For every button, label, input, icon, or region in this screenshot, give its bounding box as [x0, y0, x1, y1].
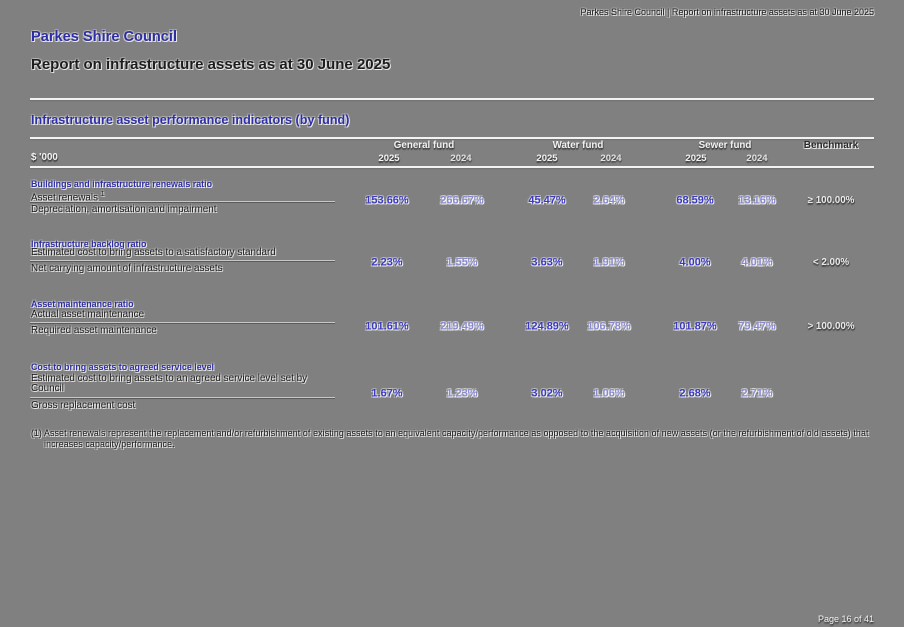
indicator-2-water-2024: 1.91% [593, 256, 625, 269]
indicator-2-numerator: Estimated cost to bring assets to a sati… [31, 247, 276, 258]
indicator-3-water-2025: 124.89% [525, 320, 569, 333]
indicator-1-water-2024: 2.64% [593, 194, 625, 207]
indicator-2-name: Infrastructure backlog ratio [31, 239, 147, 249]
indicator-1-benchmark: ≥ 100.00% [807, 195, 855, 207]
indicator-2-sewer-2025: 4.00% [679, 256, 711, 269]
indicator-3-fraction-line [30, 322, 335, 324]
running-header: Parkes Shire Council | Report on infrast… [580, 7, 875, 17]
indicator-1-sewer-2024: 13.16% [738, 194, 776, 207]
year-water-current: 2025 [536, 153, 558, 164]
year-sewer-prior: 2024 [746, 153, 768, 164]
council-title: Parkes Shire Council [31, 29, 177, 45]
fund-header-water: Water fund [552, 140, 604, 151]
indicator-2-fraction-line [30, 260, 335, 262]
indicator-4-numerator-line2: Council [31, 383, 64, 394]
footnote-marker: (1) [31, 428, 42, 438]
indicator-2-sewer-2024: 4.01% [741, 256, 773, 269]
indicator-1-numerator: Asset renewals 1 [31, 191, 105, 204]
indicator-3-denominator: Required asset maintenance [31, 325, 157, 336]
indicator-3-water-2024: 106.78% [587, 320, 631, 333]
indicator-4-sewer-2024: 2.71% [741, 387, 773, 400]
table-top-rule [30, 137, 874, 139]
indicator-4-denominator: Gross replacement cost [31, 400, 136, 411]
indicator-3-general-2024: 219.49% [440, 320, 484, 333]
section-title: Infrastructure asset performance indicat… [31, 113, 350, 127]
indicator-4-general-2024: 1.23% [446, 387, 478, 400]
indicator-4-numerator: Estimated cost to bring assets to an agr… [31, 373, 308, 384]
report-title: Report on infrastructure assets as at 30… [31, 56, 391, 73]
indicator-2-water-2025: 3.63% [531, 256, 563, 269]
footnote-ref-1: 1 [100, 191, 105, 198]
indicator-1-fraction-line [30, 201, 335, 203]
footnote-line-1: Asset renewals represent the replacement… [44, 428, 869, 438]
year-general-prior: 2024 [450, 153, 472, 164]
indicator-3-general-2025: 101.61% [365, 320, 409, 333]
indicator-4-general-2025: 1.67% [371, 387, 403, 400]
indicator-1-sewer-2025: 68.59% [676, 194, 714, 207]
indicator-1-name: Buildings and infrastructure renewals ra… [31, 179, 212, 189]
indicator-2-general-2024: 1.55% [446, 256, 478, 269]
indicator-3-benchmark: > 100.00% [807, 321, 855, 333]
indicator-1-general-2025: 153.66% [365, 194, 409, 207]
indicator-3-numerator: Actual asset maintenance [31, 309, 145, 320]
indicator-2-general-2025: 2.23% [371, 256, 403, 269]
page-number: Page 16 of 41 [817, 614, 874, 624]
indicator-1-denominator: Depreciation, amortisation and impairmen… [31, 204, 217, 215]
indicator-4-name: Cost to bring assets to agreed service l… [31, 362, 214, 372]
indicator-3-sewer-2024: 79.47% [738, 320, 776, 333]
indicator-1-water-2025: 45.47% [528, 194, 566, 207]
indicator-1-general-2024: 266.67% [440, 194, 484, 207]
year-general-current: 2025 [378, 153, 400, 164]
indicator-3-sewer-2025: 101.87% [673, 320, 717, 333]
benchmark-header: Benchmark [803, 140, 859, 151]
indicator-4-water-2024: 1.06% [593, 387, 625, 400]
indicator-2-denominator: Net carrying amount of infrastructure as… [31, 263, 223, 274]
units-label: $ '000 [31, 152, 58, 163]
year-water-prior: 2024 [600, 153, 622, 164]
title-divider-rule [30, 98, 874, 100]
fund-header-general: General fund [393, 140, 455, 151]
indicator-4-fraction-line [30, 397, 335, 399]
table-header-rule [30, 166, 874, 168]
fund-header-sewer: Sewer fund [698, 140, 752, 151]
year-sewer-current: 2025 [685, 153, 707, 164]
indicator-4-water-2025: 3.02% [531, 387, 563, 400]
indicator-3-name: Asset maintenance ratio [31, 299, 134, 309]
footnote-line-2: increases capacity/performance. [44, 439, 175, 449]
indicator-4-sewer-2025: 2.68% [679, 387, 711, 400]
indicator-2-benchmark: < 2.00% [812, 257, 850, 269]
